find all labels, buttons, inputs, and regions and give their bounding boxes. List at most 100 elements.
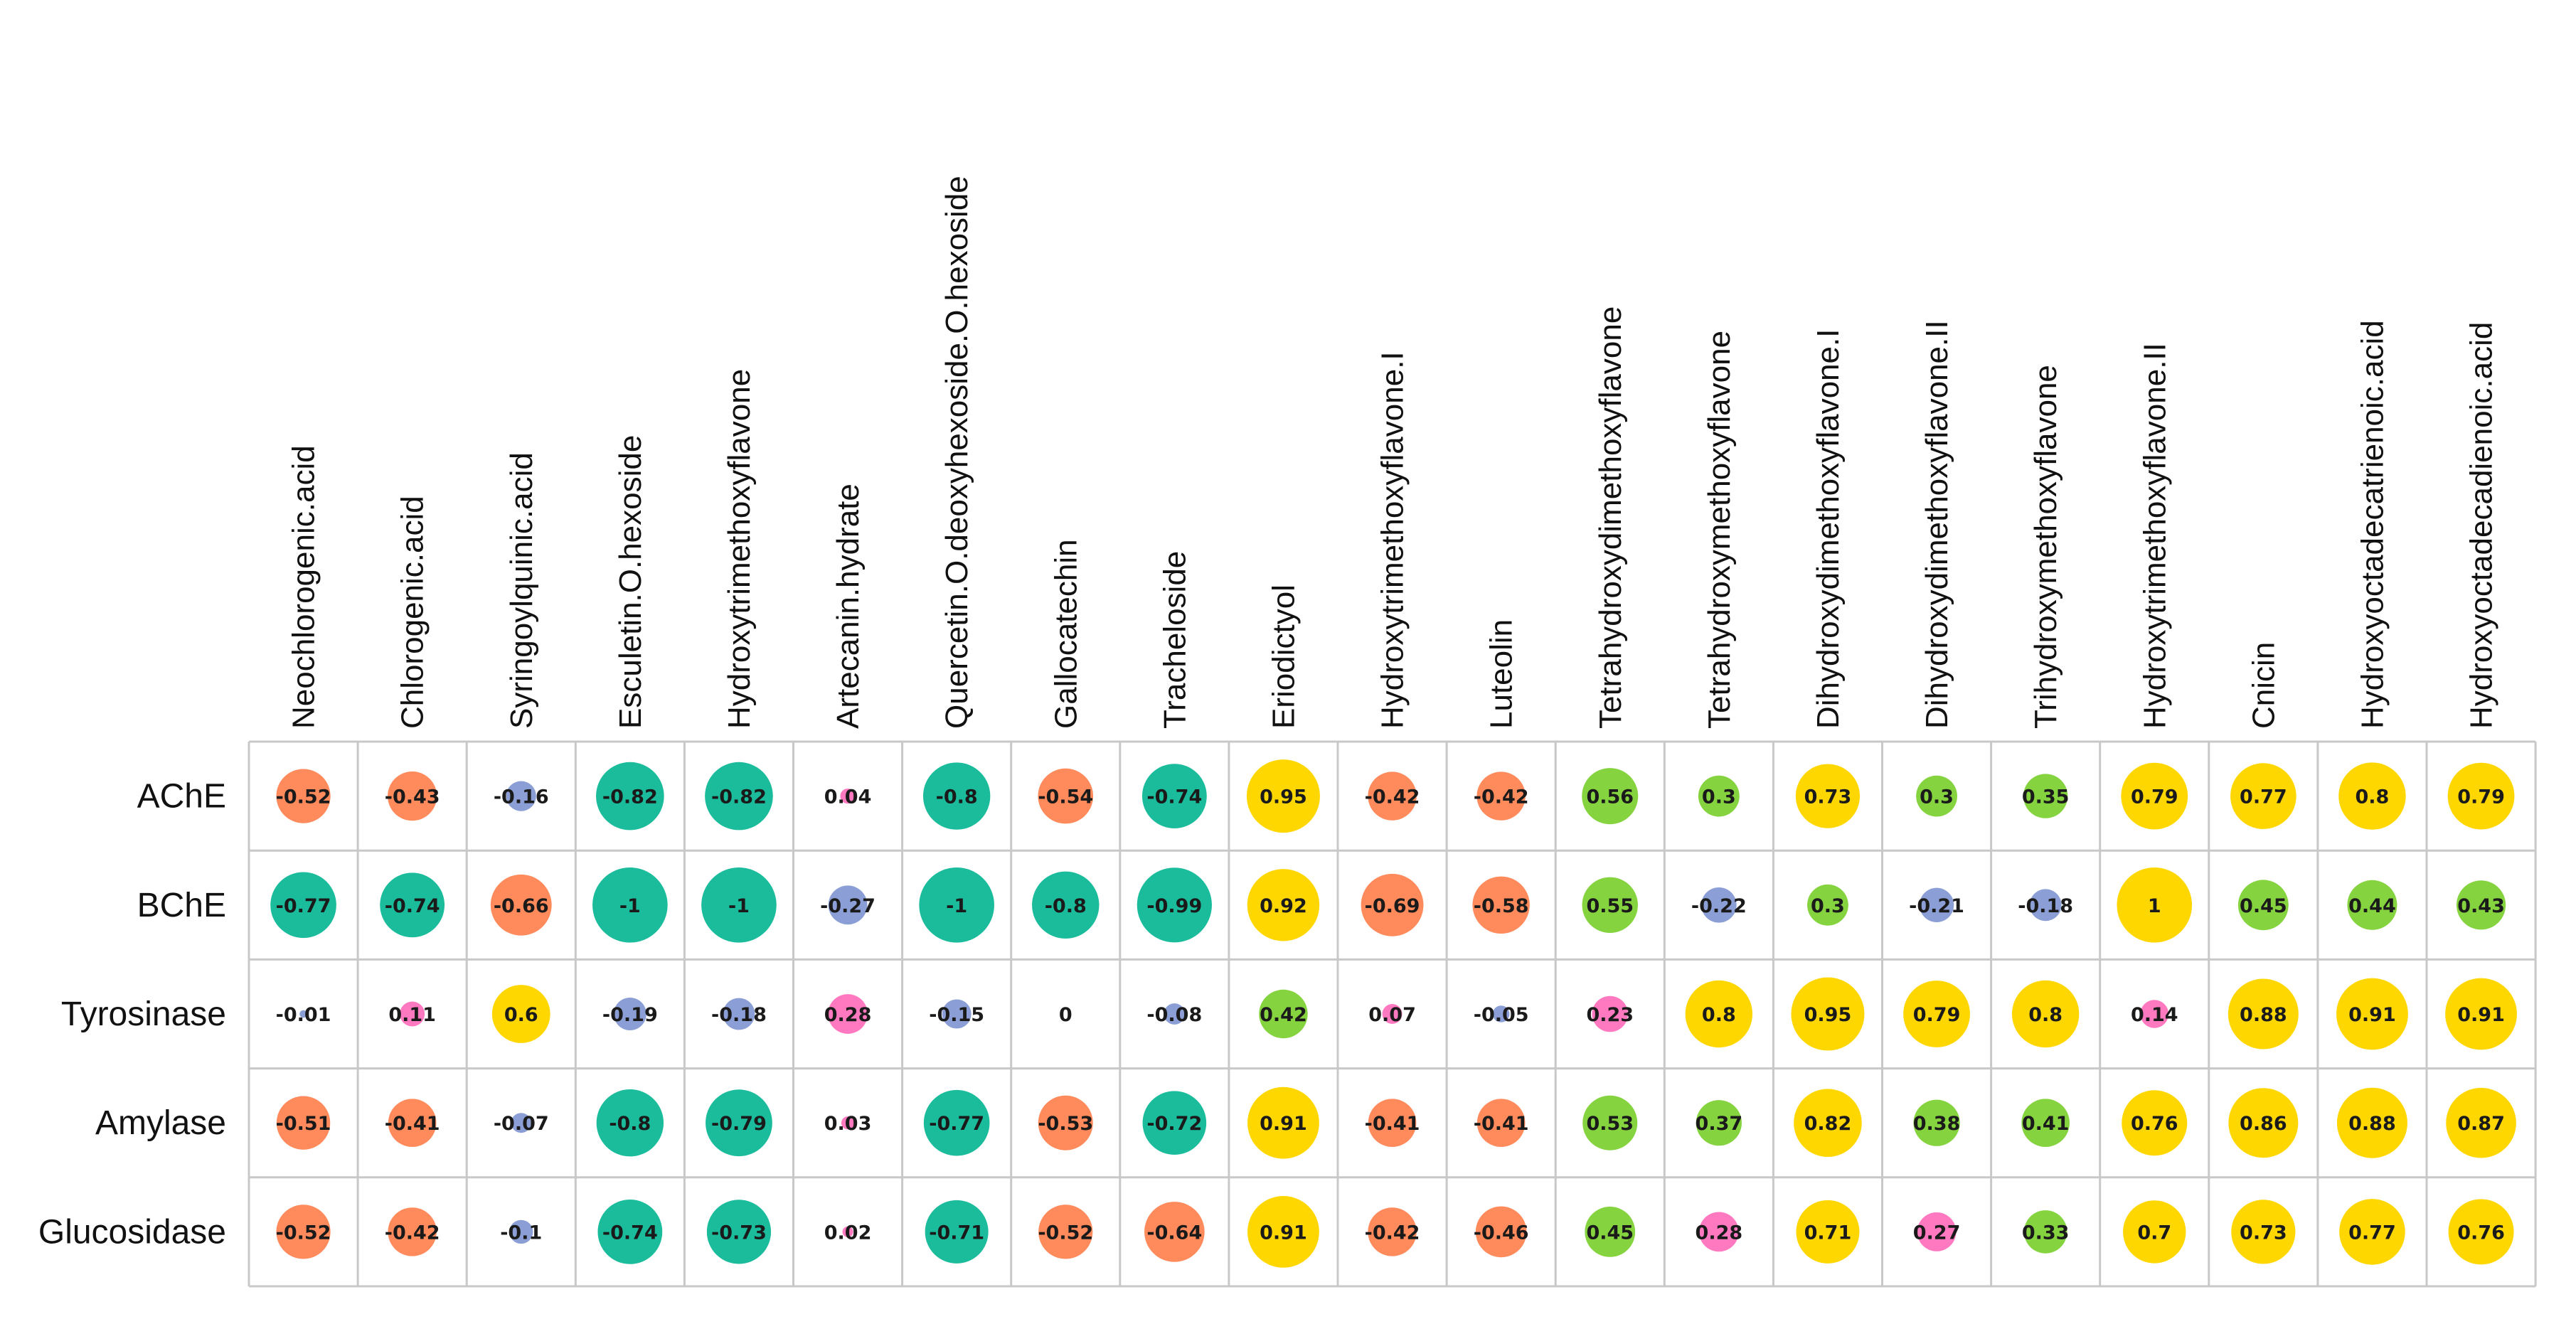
cell-circle-bche-tracheloside [1137, 867, 1212, 943]
cell-circle-amylase-dihydroxydimethoxyflavone-ii [1913, 1099, 1960, 1146]
cell-value-amylase-hydroxytrimethoxyflavone-i: -0.41 [1365, 1113, 1420, 1135]
column-label-hydroxytrimethoxyflavone-ii: Hydroxytrimethoxyflavone.II [2137, 343, 2172, 729]
cell-circle-bche-hydroxytrimethoxyflavone [701, 867, 777, 943]
cell-value-bche-trihydroxymethoxyflavone: -0.18 [2018, 895, 2073, 917]
cell-circle-bche-neochlorogenic-acid [270, 872, 336, 939]
column-label-tracheloside: Tracheloside [1157, 551, 1192, 729]
cell-value-tyrosinase-tetrahydroxydimethoxyflavone: 0.23 [1586, 1004, 1634, 1026]
cell-value-tyrosinase-artecanin-hydrate: 0.28 [824, 1004, 872, 1026]
cell-circle-ache-eriodictyol [1246, 759, 1320, 833]
cell-value-tyrosinase-chlorogenic-acid: 0.11 [388, 1004, 436, 1026]
cell-circle-glucosidase-luteolin [1475, 1206, 1527, 1258]
cell-circle-tyrosinase-hydroxytrimethoxyflavone-ii [2140, 1000, 2169, 1028]
cell-value-glucosidase-tetrahydroxymethoxyflavone: 0.28 [1696, 1222, 1743, 1244]
cell-value-glucosidase-esculetin-o-hexoside: -0.74 [602, 1222, 658, 1244]
cell-circle-amylase-quercetin-o-deoxyhexoside-o-hexoside [923, 1089, 990, 1156]
cell-value-glucosidase-hydroxytrimethoxyflavone-ii: 0.7 [2137, 1222, 2171, 1244]
cell-circle-ache-hydroxyoctadecadienoic-acid [2447, 762, 2515, 830]
cell-value-ache-luteolin: -0.42 [1474, 786, 1529, 808]
cell-value-bche-esculetin-o-hexoside: -1 [619, 895, 641, 917]
cell-value-ache-dihydroxydimethoxyflavone-ii: 0.3 [1920, 786, 1954, 808]
cell-value-bche-chlorogenic-acid: -0.74 [385, 895, 440, 917]
cell-circle-bche-syringoylquinic-acid [490, 874, 552, 936]
cell-value-ache-tetrahydroxydimethoxyflavone: 0.56 [1586, 786, 1634, 808]
cells: -0.52 -0.43 -0.16 -0.82 -0.82 0.04 -0.8 -0.54 -0… [270, 759, 2517, 1268]
column-label-dihydroxydimethoxyflavone-i: Dihydroxydimethoxyflavone.I [1811, 329, 1846, 729]
cell-value-tyrosinase-luteolin: -0.05 [1474, 1004, 1529, 1026]
cell-circle-amylase-tracheloside [1142, 1091, 1207, 1155]
cell-value-ache-hydroxytrimethoxyflavone-ii: 0.79 [2131, 786, 2178, 808]
cell-circle-tyrosinase-quercetin-o-deoxyhexoside-o-hexoside [942, 999, 972, 1029]
column-label-syringoylquinic-acid: Syringoylquinic.acid [504, 452, 539, 729]
cell-circle-amylase-artecanin-hydrate [841, 1116, 855, 1130]
cell-value-amylase-hydroxytrimethoxyflavone-ii: 0.76 [2131, 1113, 2178, 1135]
column-label-eriodictyol: Eriodictyol [1266, 584, 1301, 729]
cell-value-glucosidase-hydroxytrimethoxyflavone-i: -0.42 [1365, 1222, 1420, 1244]
cell-value-glucosidase-dihydroxydimethoxyflavone-ii: 0.27 [1913, 1222, 1961, 1244]
cell-value-tyrosinase-esculetin-o-hexoside: -0.19 [602, 1004, 658, 1026]
cell-circle-bche-quercetin-o-deoxyhexoside-o-hexoside [919, 867, 994, 943]
cell-circle-bche-luteolin [1472, 876, 1530, 934]
row-labels: AChE BChE Tyrosinase Amylase Glucosidase [38, 778, 226, 1251]
cell-value-tyrosinase-cnicin: 0.88 [2240, 1004, 2287, 1026]
cell-value-ache-hydroxytrimethoxyflavone: -0.82 [711, 786, 767, 808]
cell-circle-glucosidase-eriodictyol [1247, 1196, 1319, 1268]
cell-value-tyrosinase-dihydroxydimethoxyflavone-i: 0.95 [1804, 1004, 1852, 1026]
cell-circle-amylase-hydroxytrimethoxyflavone-i [1368, 1099, 1417, 1147]
cell-circle-tyrosinase-dihydroxydimethoxyflavone-ii [1903, 981, 1970, 1047]
row-label-tyrosinase: Tyrosinase [61, 995, 226, 1033]
row-label-bche: BChE [137, 887, 226, 924]
cell-value-ache-hydroxytrimethoxyflavone-i: -0.42 [1365, 786, 1420, 808]
cell-value-glucosidase-trihydroxymethoxyflavone: 0.33 [2022, 1222, 2070, 1244]
cell-value-bche-hydroxytrimethoxyflavone: -1 [728, 895, 750, 917]
cell-value-tyrosinase-hydroxyoctadecadienoic-acid: 0.91 [2457, 1004, 2505, 1026]
cell-value-amylase-esculetin-o-hexoside: -0.8 [609, 1113, 651, 1135]
cell-value-ache-dihydroxydimethoxyflavone-i: 0.73 [1804, 786, 1852, 808]
cell-value-ache-quercetin-o-deoxyhexoside-o-hexoside: -0.8 [936, 786, 978, 808]
cell-circle-tyrosinase-hydroxytrimethoxyflavone [723, 998, 755, 1030]
cell-circle-tyrosinase-tetrahydroxymethoxyflavone [1685, 980, 1753, 1048]
cell-value-tyrosinase-gallocatechin: 0 [1059, 1004, 1073, 1026]
cell-value-amylase-tracheloside: -0.72 [1146, 1113, 1202, 1135]
cell-value-tyrosinase-quercetin-o-deoxyhexoside-o-hexoside: -0.15 [929, 1004, 984, 1026]
cell-value-glucosidase-hydroxytrimethoxyflavone: -0.73 [711, 1222, 767, 1244]
cell-circle-ache-syringoylquinic-acid [506, 781, 536, 811]
cell-circle-amylase-luteolin [1476, 1099, 1526, 1147]
cell-value-amylase-chlorogenic-acid: -0.41 [385, 1113, 440, 1135]
cell-value-amylase-eriodictyol: 0.91 [1260, 1113, 1307, 1135]
cell-value-ache-neochlorogenic-acid: -0.52 [276, 786, 331, 808]
cell-value-bche-tetrahydroxydimethoxyflavone: 0.55 [1586, 895, 1634, 917]
cell-value-bche-neochlorogenic-acid: -0.77 [276, 895, 331, 917]
cell-value-amylase-hydroxyoctadecatrienoic-acid: 0.88 [2348, 1113, 2396, 1135]
cell-value-glucosidase-tracheloside: -0.64 [1146, 1222, 1202, 1244]
cell-value-tyrosinase-neochlorogenic-acid: -0.01 [276, 1004, 331, 1026]
cell-circle-ache-chlorogenic-acid [388, 771, 437, 821]
cell-circle-tyrosinase-hydroxyoctadecatrienoic-acid [2336, 978, 2408, 1050]
cell-circle-glucosidase-dihydroxydimethoxyflavone-i [1796, 1200, 1860, 1264]
cell-circle-tyrosinase-artecanin-hydrate [828, 994, 868, 1034]
cell-value-ache-tetrahydroxymethoxyflavone: 0.3 [1702, 786, 1736, 808]
cell-value-ache-hydroxyoctadecatrienoic-acid: 0.8 [2356, 786, 2390, 808]
cell-circle-amylase-hydroxyoctadecatrienoic-acid [2336, 1087, 2407, 1158]
column-label-gallocatechin: Gallocatechin [1048, 539, 1083, 729]
cell-circle-amylase-tetrahydroxymethoxyflavone [1696, 1100, 1742, 1146]
cell-value-tyrosinase-syringoylquinic-acid: 0.6 [504, 1004, 538, 1026]
cell-value-glucosidase-neochlorogenic-acid: -0.52 [276, 1222, 331, 1244]
cell-circle-bche-dihydroxydimethoxyflavone-ii [1919, 887, 1954, 923]
cell-circle-bche-cnicin [2237, 880, 2289, 931]
cell-circle-bche-hydroxytrimethoxyflavone-i [1361, 873, 1424, 936]
cell-value-amylase-trihydroxymethoxyflavone: 0.41 [2022, 1113, 2070, 1135]
cell-value-amylase-syringoylquinic-acid: -0.07 [494, 1113, 549, 1135]
cell-value-glucosidase-gallocatechin: -0.52 [1038, 1222, 1093, 1244]
cell-circle-amylase-syringoylquinic-acid [511, 1113, 531, 1133]
column-label-quercetin-o-deoxyhexoside-o-hexoside: Quercetin.O.deoxyhexoside.O.hexoside [940, 176, 974, 729]
cell-circle-amylase-eriodictyol [1247, 1086, 1319, 1159]
column-label-hydroxytrimethoxyflavone-i: Hydroxytrimethoxyflavone.I [1375, 351, 1410, 729]
cell-value-amylase-tetrahydroxydimethoxyflavone: 0.53 [1586, 1113, 1634, 1135]
cell-value-amylase-dihydroxydimethoxyflavone-i: 0.82 [1804, 1113, 1852, 1135]
cell-value-tyrosinase-eriodictyol: 0.42 [1260, 1004, 1307, 1026]
cell-circle-tyrosinase-eriodictyol [1259, 989, 1308, 1039]
cell-value-ache-eriodictyol: 0.95 [1260, 786, 1307, 808]
cell-circle-glucosidase-artecanin-hydrate [842, 1226, 853, 1237]
